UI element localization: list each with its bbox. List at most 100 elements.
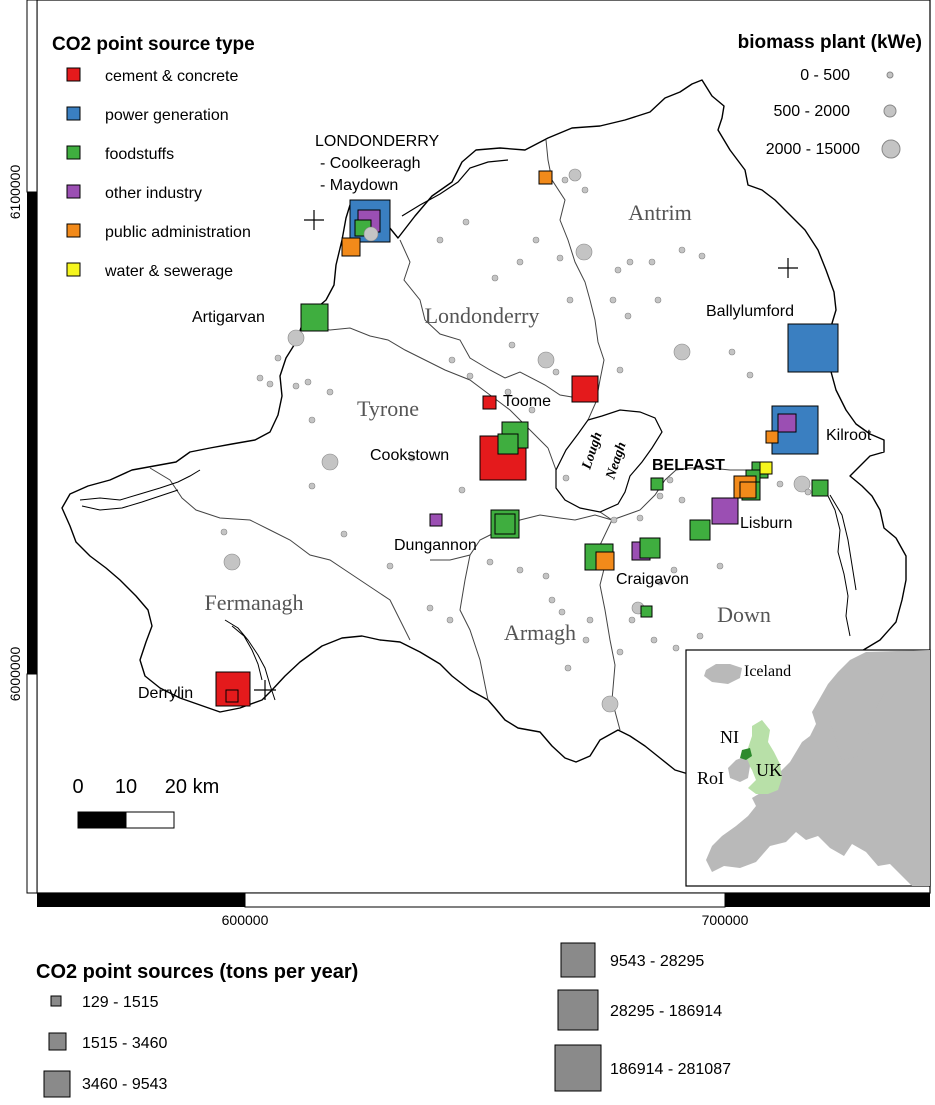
biomass-point [426,604,434,612]
biomass-point [223,553,241,571]
label-craigavon: Craigavon [616,571,689,588]
label-artigarvan: Artigarvan [192,309,265,326]
legend-biomass: biomass plant (kWe) 0 - 500 500 - 2000 2… [738,32,922,159]
biomass-point [321,453,339,471]
biomass-point [542,572,550,580]
inset-iceland [704,664,742,684]
legend-type-title: CO2 point source type [52,34,255,55]
inset-scandinavia [830,652,920,760]
biomass-point [386,562,394,570]
label-dungannon: Dungannon [394,537,477,554]
county-down: Down [717,602,771,627]
lough-erne [79,469,276,701]
county-tyrone: Tyrone [357,396,419,421]
label-toome: Toome [503,393,551,410]
biomass-point [566,296,574,304]
biomass-point [564,664,572,672]
legend-size-label-3: 3460 - 9543 [82,1076,168,1093]
label-coolkeeragh: - Coolkeeragh [320,155,421,172]
legend-swatch-other [66,184,81,199]
legend-label-food: foodstuffs [105,146,174,163]
biomass-point [624,312,632,320]
source-food-loughshore [650,477,664,491]
biomass-point [292,382,300,390]
biomass-point [528,406,536,414]
legend-size-swatch-3 [43,1070,71,1098]
biomass-point [746,371,754,379]
x-tick-600000: 600000 [222,912,269,928]
legend-swatch-water [66,262,81,277]
biomass-point [504,388,512,396]
inset-uk [746,720,782,794]
biomass-points [220,168,812,713]
biomass-point [466,372,474,380]
label-ballylumford: Ballylumford [706,303,794,320]
legend-label-other: other industry [105,185,202,202]
source-public-belfast-2 [739,481,757,499]
legend-label-public: public administration [105,224,251,241]
biomass-point [556,254,564,262]
biomass-point [601,695,619,713]
legend-biomass-label-2: 500 - 2000 [773,103,850,120]
biomass-point [256,374,264,382]
biomass-point [582,636,590,644]
source-power-ballylumford [787,323,839,373]
legend-swatch-power [66,106,81,121]
biomass-point [220,528,228,536]
biomass-point [616,366,624,374]
legend-biomass-title: biomass plant (kWe) [738,32,922,53]
inset-label-ni: NI [720,727,739,747]
biomass-point [696,632,704,640]
source-cement-small [482,395,497,410]
scale-label-0: 0 [72,776,83,798]
county-antrim: Antrim [628,200,692,225]
y-tick-6000000: 6000000 [7,647,23,702]
source-other-lisburn [711,497,739,525]
y-tick-6100000: 6100000 [7,165,23,220]
graticule-crosses [254,210,798,700]
source-other-kilroot [777,413,797,433]
label-londonderry: LONDONDERRY [315,133,440,150]
label-belfast: BELFAST [652,457,725,474]
legend-size-label-6: 186914 - 281087 [610,1061,731,1078]
biomass-point [610,516,618,524]
biomass-point [308,482,316,490]
legend-size-swatch-2 [48,1032,67,1051]
county-armagh: Armagh [504,620,576,645]
source-cement-derrylin-inner [225,689,239,703]
source-other-dungannon [429,513,443,527]
biomass-point [537,351,555,369]
label-maydown: - Maydown [320,177,398,194]
biomass-point [678,246,686,254]
legend-size-swatch-1 [50,995,62,1007]
source-food-lisburn [689,519,711,541]
biomass-point [698,252,706,260]
legend-biomass-small [886,71,894,79]
biomass-point [656,578,664,586]
biomass-point [586,616,594,624]
scale-label-20: 20 km [165,776,219,798]
source-public-kilroot [765,430,779,444]
legend-label-water: water & sewerage [104,263,233,280]
source-water-belfast [759,461,773,475]
legend-biomass-label-1: 0 - 500 [800,67,850,84]
inset-label-iceland: Iceland [744,663,791,680]
label-kilroot: Kilroot [826,427,872,444]
frame-bar-left-top [26,0,38,193]
legend-size-swatch-4 [560,942,596,978]
ni-outline [61,79,907,777]
legend-swatch-cement [66,67,81,82]
biomass-point [462,218,470,226]
legend-biomass-label-3: 2000 - 15000 [766,141,860,158]
biomass-point [609,296,617,304]
inset-ni [740,748,752,760]
biomass-point [628,616,636,624]
biomass-point [458,486,466,494]
source-food-cookstown-2 [497,433,519,455]
biomass-point [672,644,680,652]
county-boundaries [149,139,748,731]
biomass-point [650,636,658,644]
legend-swatch-public [66,223,81,238]
biomass-point [548,596,556,604]
